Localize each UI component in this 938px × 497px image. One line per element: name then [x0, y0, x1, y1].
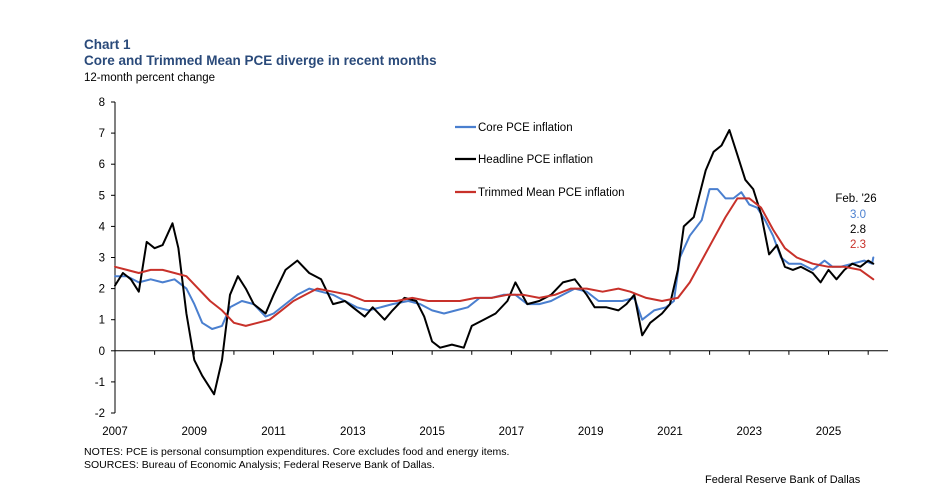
latest-values-annotation: Feb. '26 3.0 2.8 2.3 — [835, 193, 876, 251]
y-tick-label: -1 — [95, 377, 105, 389]
y-tick-label: 0 — [99, 346, 105, 358]
x-tick-label: 2017 — [499, 426, 525, 438]
y-tick-label: 1 — [99, 315, 105, 327]
y-tick-label: 4 — [99, 221, 106, 233]
notes-text: NOTES: PCE is personal consumption expen… — [84, 446, 510, 458]
legend-label: Core PCE inflation — [478, 122, 573, 134]
y-tick: 2 — [99, 284, 115, 296]
x-tick-label: 2021 — [657, 426, 683, 438]
y-tick: 7 — [99, 128, 115, 140]
x-tick-label: 2011 — [261, 426, 286, 438]
legend-item: Trimmed Mean PCE inflation — [455, 187, 625, 199]
chart-number: Chart 1 — [84, 37, 131, 52]
y-tick: -1 — [95, 377, 115, 389]
sources-text: SOURCES: Bureau of Economic Analysis; Fe… — [84, 459, 435, 471]
y-tick: 6 — [99, 159, 115, 171]
y-tick: 3 — [99, 253, 115, 265]
y-tick-label: 8 — [99, 97, 105, 109]
x-tick-label: 2009 — [181, 426, 207, 438]
y-tick: 0 — [99, 346, 115, 358]
series-layer — [114, 129, 875, 396]
x-tick-label: 2013 — [340, 426, 366, 438]
y-tick: 1 — [99, 315, 115, 327]
x-tick-label: 2023 — [736, 426, 762, 438]
y-tick-label: -2 — [95, 408, 105, 420]
annotation-value: 2.3 — [850, 239, 866, 251]
footnotes: NOTES: PCE is personal consumption expen… — [84, 446, 509, 472]
y-tick: 5 — [99, 190, 115, 202]
legend-label: Headline PCE inflation — [478, 154, 593, 166]
legend-item: Core PCE inflation — [455, 122, 573, 134]
y-tick-label: 6 — [99, 159, 105, 171]
chart-title: Core and Trimmed Mean PCE diverge in rec… — [84, 53, 437, 68]
y-tick: -2 — [95, 408, 115, 420]
y-tick-label: 3 — [99, 253, 105, 265]
annotation-value: 3.0 — [850, 209, 866, 221]
axes: -2 -1 0 1 2 3 4 5 6 7 8 2007 2009 2011 2013 2015 2017 201… — [95, 97, 888, 438]
credit-text: Federal Reserve Bank of Dallas — [705, 474, 861, 486]
y-tick-label: 2 — [99, 284, 105, 296]
series-line-2 — [114, 197, 875, 327]
legend-item: Headline PCE inflation — [455, 154, 593, 166]
x-tick-label: 2025 — [816, 426, 842, 438]
annotation-value: 2.8 — [850, 224, 866, 236]
annotation-date-label: Feb. '26 — [835, 193, 876, 205]
legend-label: Trimmed Mean PCE inflation — [478, 187, 625, 199]
y-tick: 8 — [99, 97, 115, 109]
y-tick-label: 5 — [99, 190, 105, 202]
x-tick-label: 2015 — [419, 426, 445, 438]
x-tick-label: 2007 — [102, 426, 128, 438]
y-tick: 4 — [99, 221, 115, 233]
y-tick-label: 7 — [99, 128, 105, 140]
y-axis-units-label: 12-month percent change — [84, 72, 216, 84]
x-tick-label: 2019 — [578, 426, 604, 438]
legend: Core PCE inflation Headline PCE inflation… — [455, 122, 625, 199]
series-line-1 — [114, 129, 875, 396]
